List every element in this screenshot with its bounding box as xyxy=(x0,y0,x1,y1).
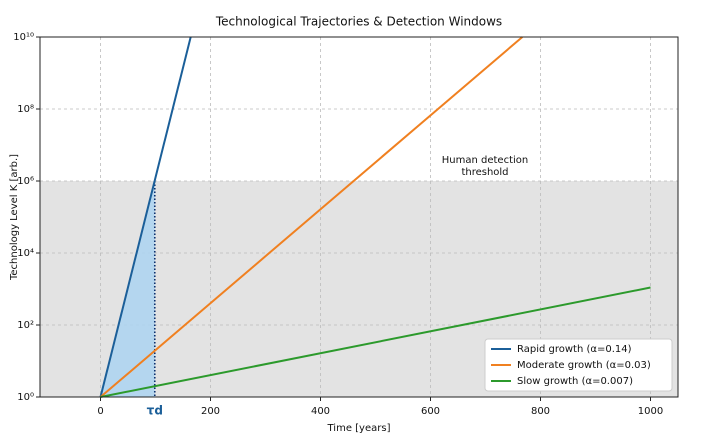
series-line xyxy=(99,36,523,398)
x-tick-label: 600 xyxy=(421,406,440,417)
y-axis-label: Technology Level K [arb.] xyxy=(9,154,20,281)
legend-label: Rapid growth (α=0.14) xyxy=(517,344,632,355)
x-axis-label: Time [years] xyxy=(327,423,391,434)
x-tick-label: 0 xyxy=(97,406,103,417)
legend-label: Slow growth (α=0.007) xyxy=(517,376,633,387)
legend-label: Moderate growth (α=0.03) xyxy=(517,360,651,371)
x-tick-label: 800 xyxy=(531,406,550,417)
series-line xyxy=(99,36,192,398)
y-tick-label: 10⁴ xyxy=(17,248,34,259)
tau-label: τd xyxy=(147,404,163,418)
y-tick-label: 10⁰ xyxy=(17,392,34,403)
plot-frame xyxy=(39,36,679,398)
annotation: Human detection xyxy=(442,155,528,166)
x-tick-label: 400 xyxy=(311,406,330,417)
x-tick-label: 200 xyxy=(201,406,220,417)
y-tick-label: 10⁸ xyxy=(17,104,34,115)
annotation: threshold xyxy=(461,167,508,178)
legend-box xyxy=(484,338,673,392)
y-tick-label: 10¹⁰ xyxy=(13,32,34,43)
y-tick-label: 10² xyxy=(17,320,34,331)
x-tick-label: 1000 xyxy=(638,406,663,417)
chart-title: Technological Trajectories & Detection W… xyxy=(215,15,502,29)
series-line xyxy=(100,286,651,398)
y-tick-label: 10⁶ xyxy=(17,176,34,187)
